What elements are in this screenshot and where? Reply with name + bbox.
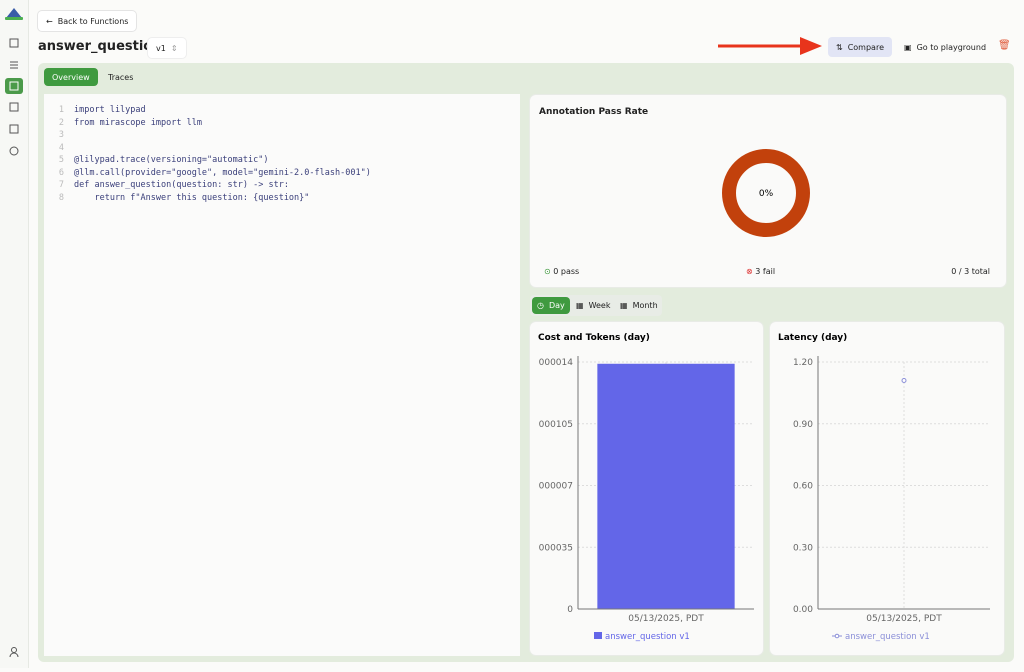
line-number: 4	[58, 142, 64, 153]
back-link-text: Back to Functions	[57, 16, 129, 26]
compare-button[interactable]: ⇅ Compare	[828, 37, 892, 57]
version: v1	[156, 43, 166, 53]
code-line: 8 return f"Answer this question: {questi…	[44, 192, 520, 205]
card-title: Annotation Pass Rate	[539, 107, 649, 117]
chart-title: Cost and Tokens (day)	[538, 333, 650, 343]
line-number: 2	[58, 117, 64, 128]
line-number: 6	[58, 167, 64, 178]
code-line: 6 @llm.call(provider="google", model="gem…	[44, 167, 520, 180]
range-month[interactable]: ▦ Month	[620, 301, 658, 310]
range-month-text: Month	[632, 301, 658, 310]
code-line: 2 from mirascope import llm	[44, 117, 520, 130]
y-tick-label: 0.000014	[530, 358, 573, 368]
chart-title: Latency (day)	[778, 333, 847, 343]
y-tick-label: 0.0000035	[524, 543, 573, 553]
code-line: 7 def answer_question(question: str) -> s…	[44, 179, 520, 192]
latency-card	[770, 322, 1004, 655]
sidebar-icons	[5, 8, 23, 658]
legend-label: answer_question v1	[845, 632, 930, 642]
playground-text: Go to playground	[916, 42, 987, 52]
annotation-arrow	[718, 37, 822, 55]
code-line: 1 import lilypad	[44, 104, 520, 117]
code-line: 3	[44, 129, 520, 142]
code-line: 4	[44, 142, 520, 155]
line-number: 7	[58, 180, 64, 190]
chart: 0.00 0.30 0.60 0.90 1.20 05/13/2025, PDT	[793, 356, 990, 624]
code-text: def answer_question(question: str) -> st…	[74, 180, 289, 190]
total-count: 0 / 3 total	[951, 267, 990, 276]
code-line: 5 @lilypad.trace(versioning="automatic")	[44, 154, 520, 167]
y-tick-label: 0.30	[793, 543, 813, 553]
range-day-text: Day	[548, 301, 565, 310]
pass-rate: 0%	[759, 189, 774, 199]
version-select[interactable]: v1 ⇕	[148, 38, 186, 58]
pass-text: 0 pass	[553, 267, 580, 276]
legend-label: answer_question v1	[605, 632, 690, 642]
legend-swatch	[594, 632, 602, 639]
bar	[597, 363, 735, 609]
function-name: answer_question	[38, 39, 162, 54]
y-tick-label: 0.00	[793, 605, 813, 615]
tab-traces[interactable]: Traces	[108, 72, 134, 82]
range-week-text: Week	[588, 301, 611, 310]
point	[901, 378, 907, 384]
y-tick-label: 1.20	[793, 358, 813, 368]
code-block: 1 import lilypad 2 from mirascope import ll…	[44, 94, 520, 204]
back-link[interactable]: ← Back to Functions	[38, 11, 137, 31]
code-text: return f"Answer this question: {question…	[74, 192, 310, 203]
donut: 0%	[722, 149, 810, 237]
x-tick-label: 05/13/2025, PDT	[628, 614, 704, 624]
x-tick-label: 05/13/2025, PDT	[866, 614, 942, 624]
range-week[interactable]: ▦ Week	[576, 301, 611, 310]
line-number: 8	[58, 192, 64, 203]
line-number: 5	[58, 155, 64, 165]
legend-marker	[834, 633, 840, 639]
code-text: @lilypad.trace(versioning="automatic")	[74, 155, 269, 165]
delete-button[interactable]: 🗑	[998, 40, 1011, 51]
fail-count: ⊗ 3 fail	[746, 267, 776, 276]
code-panel: 1 import lilypad 2 from mirascope import ll…	[44, 94, 520, 656]
fail-text: 3 fail	[755, 267, 776, 276]
code-text: from mirascope import llm	[74, 117, 202, 128]
annotation-card: Annotation Pass Rate 0% ⊙ 0 pass ⊗ 3 fai…	[530, 95, 1006, 287]
sidebar	[0, 0, 29, 668]
y-tick-label: 0.0000105	[524, 420, 573, 430]
line-number: 3	[58, 130, 64, 140]
y-tick-label: 0	[567, 605, 573, 615]
y-tick-label: 0.000007	[530, 482, 573, 492]
code-text: import lilypad	[74, 105, 146, 115]
y-tick-label: 0.90	[793, 420, 813, 430]
compare-text: Compare	[847, 42, 884, 52]
code-text: @llm.call(provider="google", model="gemi…	[74, 167, 371, 178]
pass-count: ⊙ 0 pass	[544, 267, 580, 276]
line-number: 1	[58, 105, 64, 115]
y-tick-label: 0.60	[793, 482, 813, 492]
playground-button[interactable]: ▣ Go to playground	[904, 42, 987, 52]
range-day[interactable]: ◷ Day	[532, 297, 570, 314]
tab-overview[interactable]: Overview	[44, 68, 98, 86]
chart: 0 0.0000035 0.000007 0.0000105 0.000014 05/13…	[524, 356, 754, 624]
